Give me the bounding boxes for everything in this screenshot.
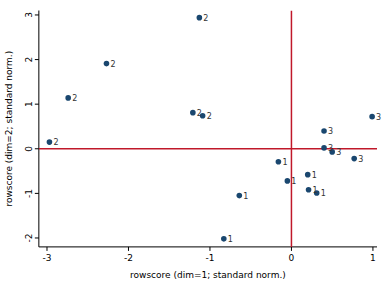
point-label: 2 — [203, 14, 208, 23]
point — [305, 172, 311, 178]
y-tick — [35, 14, 39, 15]
x-tick — [209, 247, 210, 251]
point-label: 1 — [321, 189, 326, 198]
point-label: 1 — [228, 235, 233, 244]
x-axis-title: rowscore (dim=1; standard norm.) — [130, 270, 286, 280]
point — [65, 95, 71, 101]
point — [285, 178, 291, 184]
y-tick — [35, 104, 39, 105]
x-tick-label: -2 — [124, 253, 133, 263]
point — [321, 128, 327, 134]
y-axis-line — [38, 11, 39, 247]
y-tick-label: 1 — [24, 101, 34, 107]
point — [306, 187, 312, 193]
x-tick-label: 1 — [370, 253, 376, 263]
point — [190, 110, 196, 116]
x-tick-label: -3 — [43, 253, 52, 263]
point-label: 2 — [207, 112, 212, 121]
point — [236, 193, 242, 199]
point — [321, 145, 327, 151]
y-tick-label: 2 — [24, 57, 34, 63]
plot-area — [39, 11, 377, 247]
point — [104, 61, 110, 67]
y-axis-title: rowscore (dim=2; standard norm.) — [4, 51, 14, 207]
point — [351, 156, 357, 162]
point-label: 2 — [197, 109, 202, 118]
y-tick-label: 0 — [24, 146, 34, 152]
reference-line — [291, 11, 293, 247]
point-label: 3 — [336, 148, 341, 157]
point-label: 2 — [72, 94, 77, 103]
point-label: 3 — [376, 113, 381, 122]
background — [0, 0, 390, 284]
y-tick-label: -2 — [24, 233, 34, 242]
point — [221, 236, 227, 242]
point-label: 1 — [291, 177, 296, 186]
point — [47, 139, 53, 145]
chart: -3 -2 -1 0 1 -2 -1 0 1 2 3 rowscore (dim=1; standar… — [0, 0, 390, 284]
point-label: 2 — [110, 60, 115, 69]
y-tick-label: -1 — [24, 189, 34, 198]
point-label: 3 — [328, 144, 333, 153]
point-label: 1 — [313, 186, 318, 195]
y-tick — [35, 193, 39, 194]
point-label: 3 — [358, 155, 363, 164]
point-label: 3 — [328, 127, 333, 136]
y-tick — [35, 237, 39, 238]
x-tick — [128, 247, 129, 251]
point-label: 1 — [312, 171, 317, 180]
x-tick-label: -1 — [205, 253, 214, 263]
x-tick — [372, 247, 373, 251]
point-label: 1 — [282, 158, 287, 167]
point-label: 1 — [243, 192, 248, 201]
x-tick — [291, 247, 292, 251]
point — [197, 15, 203, 21]
x-tick-label: 0 — [289, 253, 295, 263]
point — [276, 159, 282, 165]
y-tick — [35, 148, 39, 149]
y-tick — [35, 59, 39, 60]
point — [369, 114, 375, 120]
point-label: 2 — [53, 138, 58, 147]
y-tick-label: 3 — [24, 12, 34, 18]
x-tick — [46, 247, 47, 251]
x-axis-line — [39, 246, 377, 247]
